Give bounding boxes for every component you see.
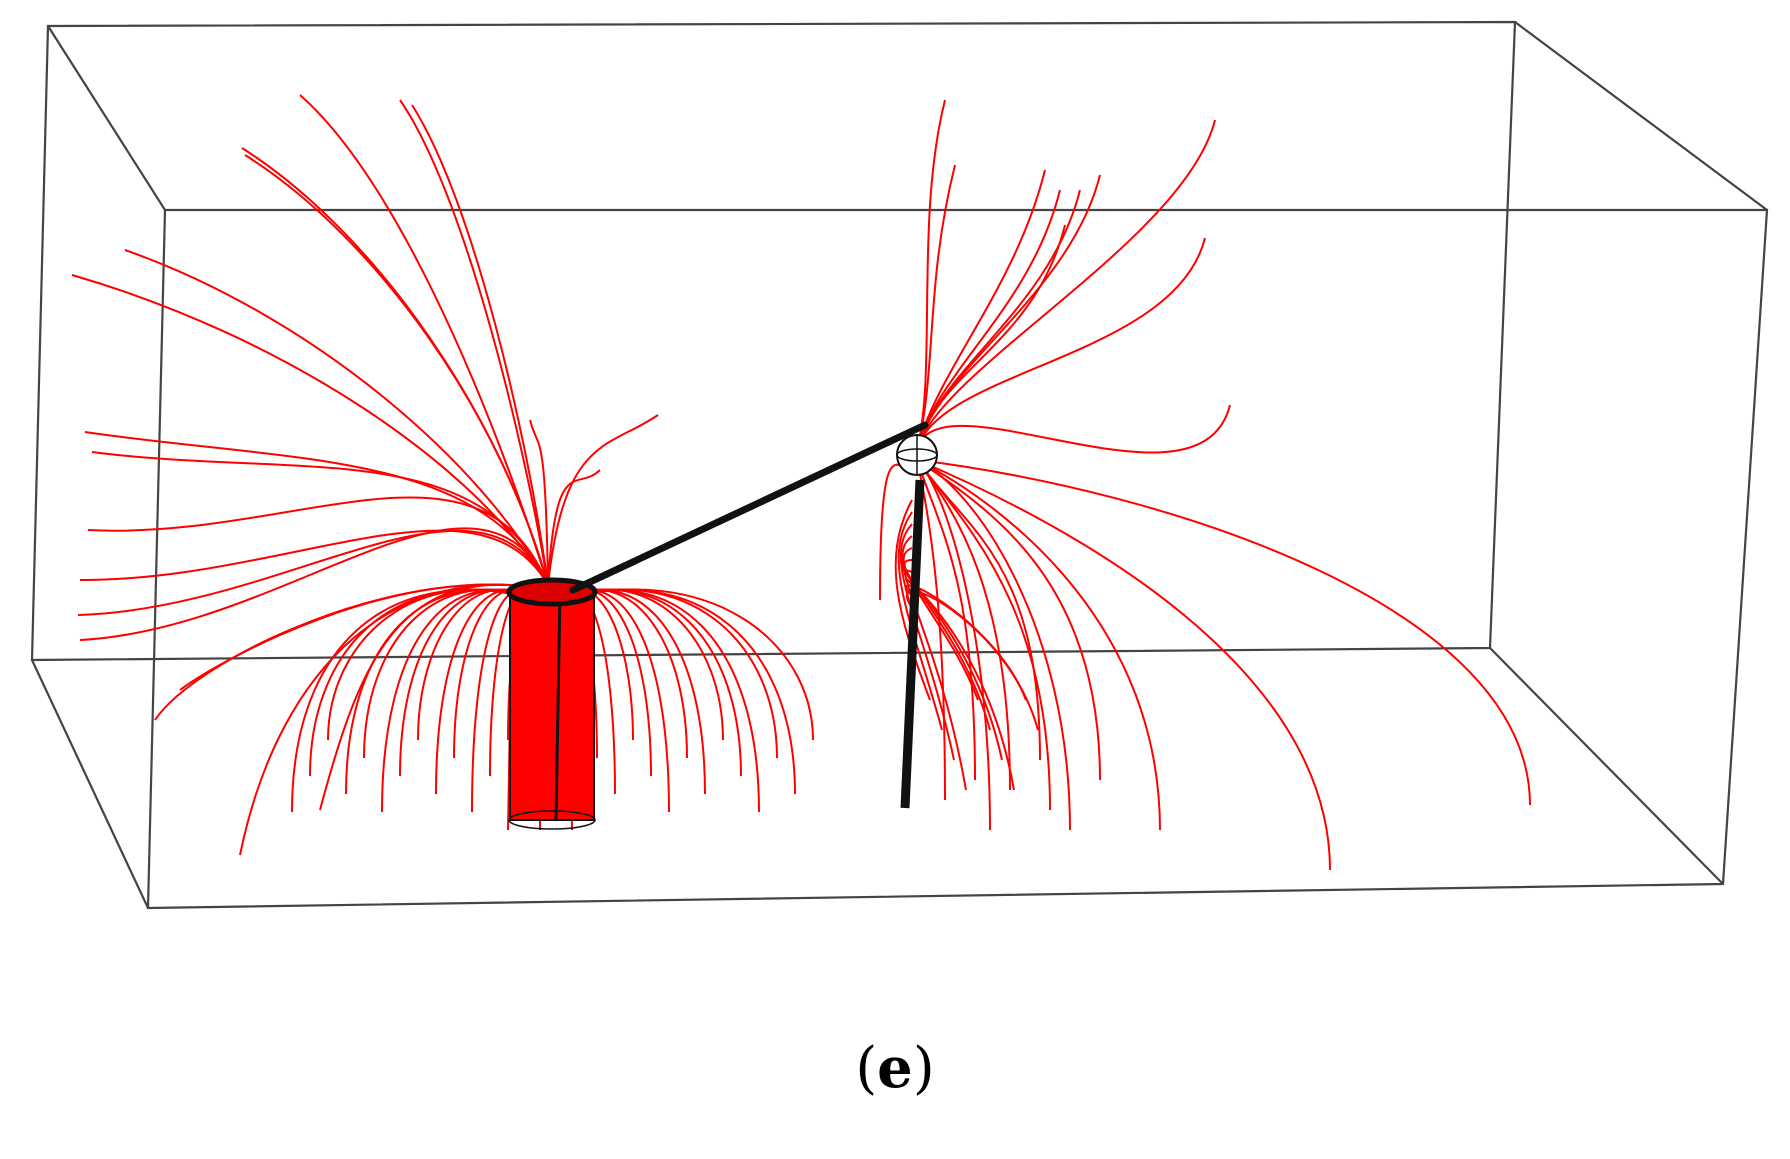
field-line <box>241 147 549 586</box>
field-line <box>916 459 1531 806</box>
field-line <box>903 559 991 731</box>
field-line <box>905 590 1039 731</box>
box-front-face <box>146 208 1769 910</box>
field-line <box>916 459 1041 761</box>
caption-letter: e <box>877 1035 913 1101</box>
field-line <box>904 569 1003 761</box>
cylinder-seam <box>554 591 562 821</box>
field-line <box>916 459 1331 871</box>
field-line <box>916 237 1206 451</box>
field-line <box>916 459 1011 791</box>
box-edge-bottom-right <box>1489 647 1724 885</box>
field-line <box>291 588 539 813</box>
field-line <box>327 588 539 741</box>
vertical-rod <box>900 479 925 809</box>
field-line <box>916 119 1216 451</box>
field-line <box>411 104 549 586</box>
field-line <box>557 588 814 741</box>
field-line <box>916 224 1066 451</box>
cylinder-electrode <box>506 577 598 830</box>
field-line <box>916 459 1101 781</box>
box-edge-top-right <box>1514 21 1768 211</box>
field-line <box>71 274 549 586</box>
caption-open-paren: ( <box>855 1036 878 1101</box>
field-line <box>894 499 931 701</box>
field-line <box>916 404 1231 454</box>
caption-close-paren: ) <box>912 1036 935 1101</box>
field-line <box>299 94 549 586</box>
field-line <box>916 99 946 451</box>
field-line <box>916 164 956 451</box>
field-line <box>77 529 549 616</box>
field-line <box>87 496 549 586</box>
field-line <box>239 583 549 856</box>
bounding-box <box>30 20 1769 910</box>
connecting-wire <box>569 421 929 594</box>
field-line <box>547 469 601 586</box>
field-line <box>79 529 549 586</box>
field-line <box>916 459 1161 831</box>
field-line <box>897 511 943 731</box>
field-line <box>905 578 1015 791</box>
figure-caption: (e) <box>0 1035 1790 1101</box>
field-line <box>399 99 549 586</box>
field-line <box>902 547 979 701</box>
field-line <box>547 414 659 586</box>
field-line <box>916 459 976 781</box>
field-line <box>529 419 549 586</box>
field-line <box>124 249 549 586</box>
box-back-face <box>30 20 1517 662</box>
field-line <box>79 527 549 641</box>
field-line <box>179 583 549 691</box>
cylinder-bottom <box>508 810 596 830</box>
box-edge-bottom-left <box>31 659 149 909</box>
cylinder-body <box>509 589 595 821</box>
box-edge-top-left <box>47 25 166 211</box>
field-line <box>916 189 1081 451</box>
field-line <box>84 431 549 586</box>
sphere-rod-electrode <box>896 434 938 809</box>
field-line <box>91 451 549 586</box>
